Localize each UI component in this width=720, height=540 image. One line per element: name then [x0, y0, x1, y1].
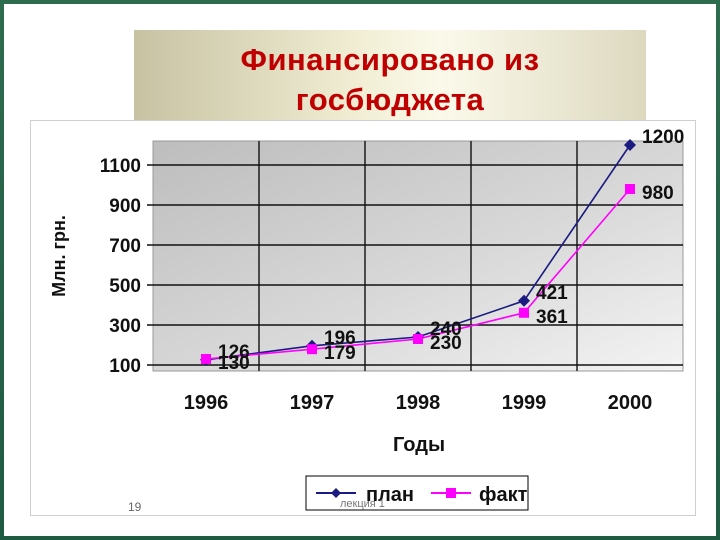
footer-text: лекция 1 [340, 498, 385, 510]
legend-fact-marker [446, 488, 456, 498]
legend-plan-label: план [366, 484, 414, 506]
fact-data-label-4: 980 [642, 183, 674, 204]
fact-marker-0 [201, 354, 211, 364]
fact-marker-3 [519, 307, 529, 318]
grid-lines [147, 141, 683, 371]
plan-marker-3 [518, 294, 530, 307]
x-axis-label: Годы [393, 434, 445, 456]
plan-data-label-1: 196 [324, 328, 356, 349]
x-tick-labels: 1996 1997 1998 1999 2000 [184, 392, 653, 414]
title-line-1: Финансировано из [240, 42, 540, 77]
y-axis-label: Млн. грн. [49, 215, 69, 297]
fact-data-label-2: 230 [430, 333, 462, 354]
page-number: 19 [128, 500, 142, 514]
y-tick-label-5: 1100 [100, 156, 141, 177]
fact-data-label-1: 179 [324, 343, 356, 364]
legend-plan-marker [331, 488, 341, 498]
y-tick-label-4: 900 [109, 196, 141, 217]
y-tick-label-1: 300 [109, 316, 141, 337]
y-tick-label-3: 700 [109, 236, 141, 257]
plan-marker-4 [624, 139, 636, 151]
chart-panel: 100 300 500 700 900 1100 1996 1997 1998 1999 2000… [30, 120, 696, 516]
title-band [134, 30, 646, 126]
y-tick-label-2: 500 [109, 276, 141, 297]
plan-data-label-3: 421 [536, 283, 568, 304]
x-tick-label-0: 1996 [184, 392, 229, 414]
fact-marker-4 [625, 184, 635, 194]
x-tick-label-4: 2000 [608, 392, 653, 414]
y-tick-labels: 100 300 500 700 900 1100 [100, 156, 141, 377]
fact-data-label-3: 361 [536, 307, 568, 328]
fact-marker-1 [307, 344, 317, 355]
title-line-2: госбюджета [295, 82, 485, 117]
x-tick-label-3: 1999 [502, 392, 547, 414]
fact-marker-2 [413, 334, 423, 344]
plan-data-label-2: 240 [430, 319, 462, 340]
line-chart: 100 300 500 700 900 1100 1996 1997 1998 1999 2000… [49, 127, 684, 511]
legend-fact-label: факт [479, 484, 528, 506]
fact-data-label-0: 130 [218, 353, 250, 374]
x-tick-label-1: 1997 [290, 392, 335, 414]
x-tick-label-2: 1998 [396, 392, 441, 414]
plan-data-label-4: 1200 [642, 127, 684, 148]
plan-data-label-0: 126 [218, 342, 250, 363]
slide-title: Финансировано из госбюджета [134, 40, 646, 120]
data-labels: 126 196 240 421 1200 130 179 230 361 980 [218, 127, 684, 374]
y-tick-label-0: 100 [109, 356, 141, 377]
legend: план факт [305, 475, 529, 511]
series-markers [200, 139, 636, 366]
